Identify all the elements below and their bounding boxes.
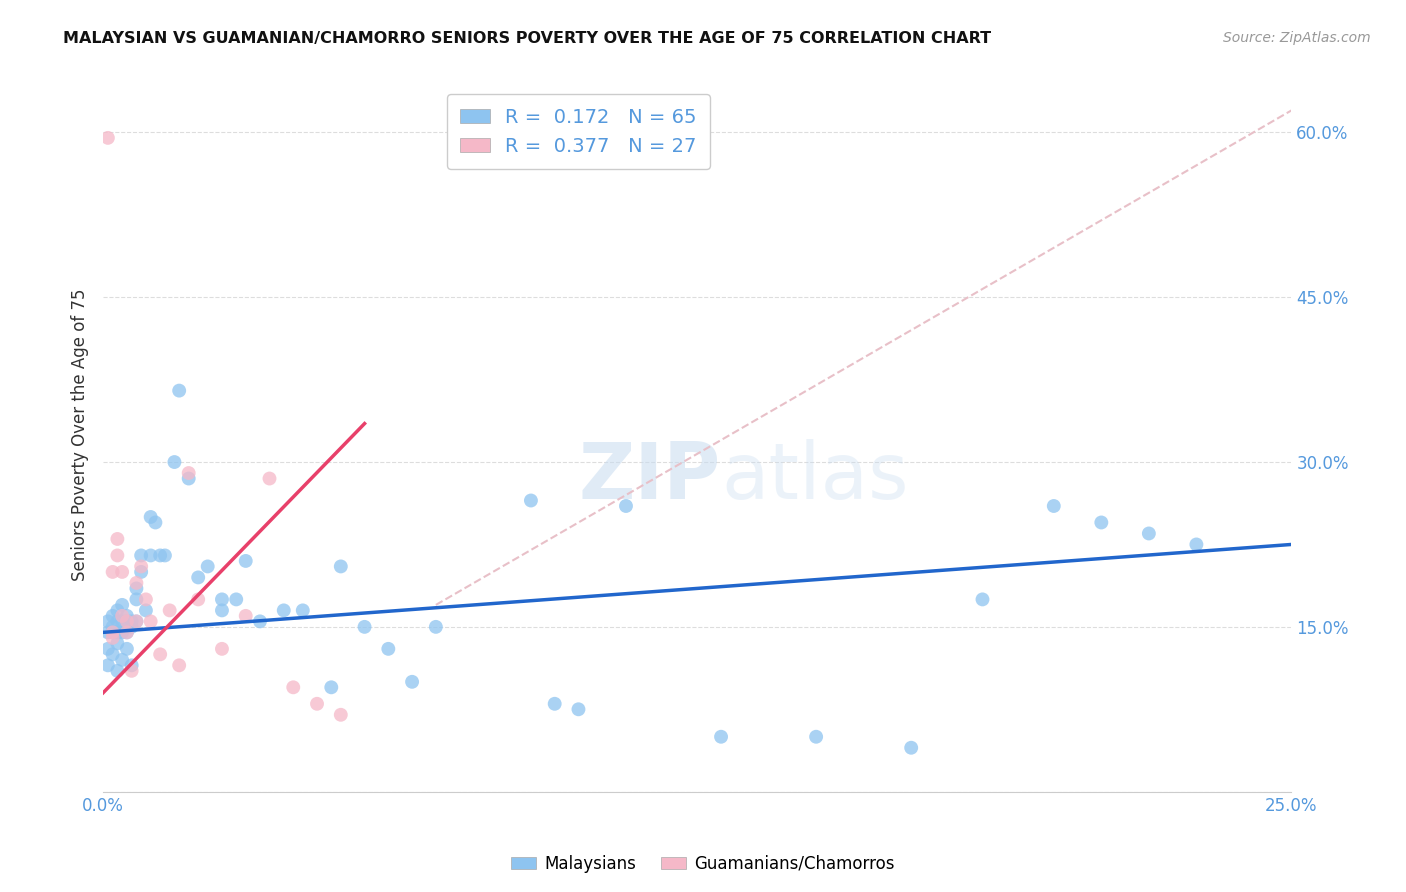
Text: Source: ZipAtlas.com: Source: ZipAtlas.com	[1223, 31, 1371, 45]
Point	[321, 681, 343, 695]
Point	[149, 648, 172, 662]
Point	[167, 658, 190, 673]
Point	[105, 664, 128, 678]
Point	[101, 608, 124, 623]
Point	[101, 625, 124, 640]
Point	[159, 603, 181, 617]
Point	[567, 702, 589, 716]
Text: atlas: atlas	[721, 440, 908, 516]
Point	[97, 615, 120, 629]
Point	[211, 592, 233, 607]
Point	[1185, 537, 1208, 551]
Legend: R =  0.172   N = 65, R =  0.377   N = 27: R = 0.172 N = 65, R = 0.377 N = 27	[447, 95, 710, 169]
Point	[259, 471, 281, 485]
Point	[900, 740, 922, 755]
Point	[972, 592, 994, 607]
Y-axis label: Seniors Poverty Over the Age of 75: Seniors Poverty Over the Age of 75	[72, 288, 89, 581]
Point	[710, 730, 733, 744]
Point	[105, 532, 128, 546]
Point	[101, 620, 124, 634]
Point	[135, 603, 157, 617]
Point	[139, 510, 162, 524]
Point	[111, 598, 134, 612]
Point	[121, 664, 143, 678]
Text: MALAYSIAN VS GUAMANIAN/CHAMORRO SENIORS POVERTY OVER THE AGE OF 75 CORRELATION C: MALAYSIAN VS GUAMANIAN/CHAMORRO SENIORS …	[63, 31, 991, 46]
Point	[97, 641, 120, 656]
Point	[101, 648, 124, 662]
Point	[291, 603, 314, 617]
Point	[520, 493, 543, 508]
Point	[187, 592, 209, 607]
Point	[401, 674, 423, 689]
Point	[235, 554, 257, 568]
Point	[115, 615, 138, 629]
Point	[111, 615, 134, 629]
Point	[101, 625, 124, 640]
Point	[111, 625, 134, 640]
Point	[125, 582, 148, 596]
Point	[111, 565, 134, 579]
Point	[125, 575, 148, 590]
Point	[353, 620, 375, 634]
Point	[249, 615, 271, 629]
Text: ZIP: ZIP	[579, 440, 721, 516]
Point	[115, 641, 138, 656]
Point	[125, 592, 148, 607]
Point	[1090, 516, 1112, 530]
Legend: Malaysians, Guamanians/Chamorros: Malaysians, Guamanians/Chamorros	[505, 848, 901, 880]
Point	[211, 641, 233, 656]
Point	[177, 471, 200, 485]
Point	[305, 697, 328, 711]
Point	[115, 608, 138, 623]
Point	[121, 615, 143, 629]
Point	[377, 641, 399, 656]
Point	[125, 615, 148, 629]
Point	[97, 625, 120, 640]
Point	[614, 499, 637, 513]
Point	[804, 730, 827, 744]
Point	[105, 549, 128, 563]
Point	[97, 131, 120, 145]
Point	[129, 565, 152, 579]
Point	[139, 549, 162, 563]
Point	[115, 625, 138, 640]
Point	[425, 620, 447, 634]
Point	[105, 625, 128, 640]
Point	[544, 697, 567, 711]
Point	[115, 615, 138, 629]
Point	[1042, 499, 1064, 513]
Point	[187, 570, 209, 584]
Point	[329, 707, 352, 722]
Point	[105, 636, 128, 650]
Point	[149, 549, 172, 563]
Point	[129, 549, 152, 563]
Point	[97, 658, 120, 673]
Point	[125, 615, 148, 629]
Point	[115, 625, 138, 640]
Point	[167, 384, 190, 398]
Point	[105, 603, 128, 617]
Point	[153, 549, 176, 563]
Point	[145, 516, 167, 530]
Point	[101, 565, 124, 579]
Point	[129, 559, 152, 574]
Point	[1137, 526, 1160, 541]
Point	[177, 466, 200, 480]
Point	[283, 681, 305, 695]
Point	[111, 653, 134, 667]
Point	[101, 631, 124, 645]
Point	[105, 615, 128, 629]
Point	[211, 603, 233, 617]
Point	[121, 620, 143, 634]
Point	[273, 603, 295, 617]
Point	[163, 455, 186, 469]
Point	[135, 592, 157, 607]
Point	[139, 615, 162, 629]
Point	[329, 559, 352, 574]
Point	[197, 559, 219, 574]
Point	[235, 608, 257, 623]
Point	[121, 658, 143, 673]
Point	[225, 592, 247, 607]
Point	[111, 608, 134, 623]
